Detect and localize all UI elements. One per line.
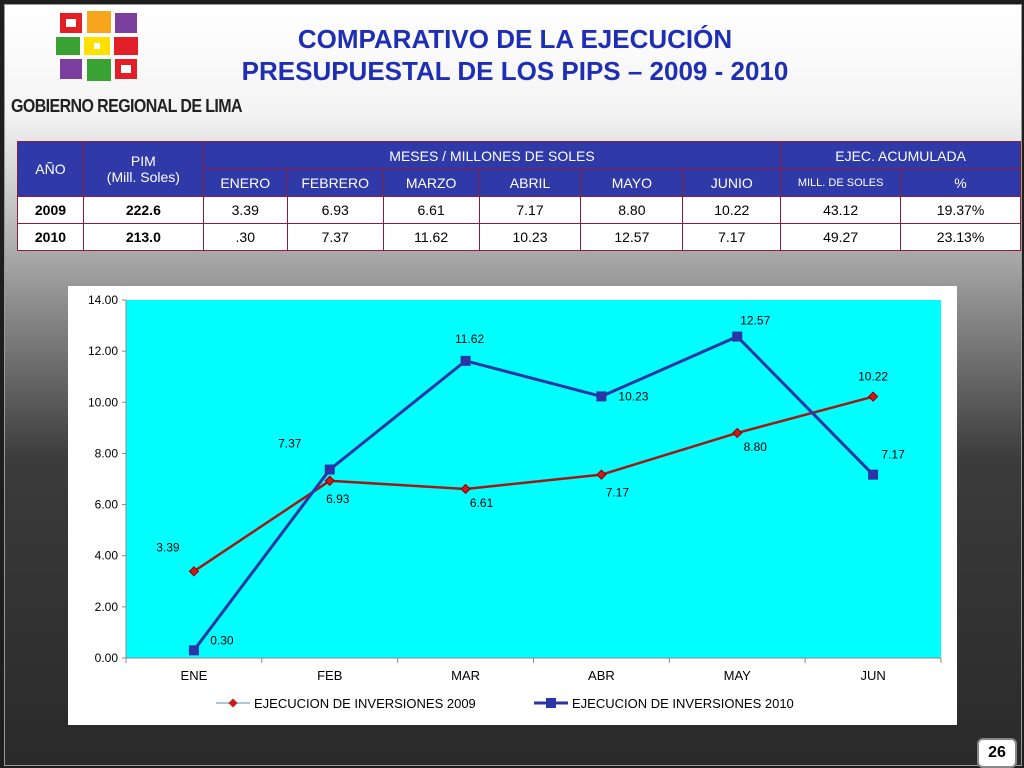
y-tick-label: 0.00 xyxy=(95,651,119,665)
header-pim: PIM (Mill. Soles) xyxy=(82,141,204,197)
y-tick-label: 8.00 xyxy=(95,446,119,460)
data-label: 6.61 xyxy=(470,496,494,510)
cell-month: 12.57 xyxy=(580,223,684,251)
header-month: JUNIO xyxy=(682,169,782,197)
cell-year: 2009 xyxy=(17,196,84,224)
header-month: MAYO xyxy=(580,169,684,197)
header-month: MARZO xyxy=(382,169,480,197)
header-acum-group: EJEC. ACUMULADA xyxy=(780,141,1021,170)
line-chart: 0.00 2.00 4.00 6.00 8.00 10.00 12.00 14.00 ENE FE… xyxy=(88,293,942,711)
data-point-marker xyxy=(732,331,743,342)
cell-month: 11.62 xyxy=(382,223,480,251)
title-line-2: PRESUPUESTAL DE LOS PIPS – 2009 - 2010 xyxy=(241,56,789,86)
table-row: 2010 213.0 .30 7.37 11.62 10.23 12.57 7.… xyxy=(17,223,1021,251)
series-line-2 xyxy=(192,334,875,652)
legend-marker xyxy=(228,698,238,708)
cell-pim: 222.6 xyxy=(82,196,204,224)
series-line-1 xyxy=(193,395,874,573)
y-tick-label: 12.00 xyxy=(88,344,118,358)
cell-pct: 23.13% xyxy=(900,223,1021,251)
cell-pim: 213.0 xyxy=(82,223,204,251)
data-label: 8.80 xyxy=(744,440,768,454)
data-label: 11.62 xyxy=(455,332,484,346)
header-acum-mill: MILL. DE SOLES xyxy=(780,169,902,197)
cell-month: .30 xyxy=(202,223,288,251)
cell-month: 7.17 xyxy=(682,223,782,251)
data-point-marker xyxy=(460,483,471,495)
page-title: COMPARATIVO DE LA EJECUCIÓN PRESUPUESTAL… xyxy=(185,23,845,87)
data-point-marker xyxy=(324,475,335,486)
data-label: 10.23 xyxy=(618,389,648,403)
header-month: FEBRERO xyxy=(286,169,384,197)
x-tick-label: JUN xyxy=(860,668,885,683)
data-point-marker xyxy=(596,391,607,402)
cell-month: 6.61 xyxy=(382,196,480,224)
legend-marker xyxy=(546,698,556,708)
table-row: 2009 222.6 3.39 6.93 6.61 7.17 8.80 10.2… xyxy=(17,196,1021,224)
data-label: 7.17 xyxy=(881,448,905,462)
plot-area xyxy=(126,300,941,658)
cell-month: 7.17 xyxy=(478,196,582,224)
x-tick-label: ABR xyxy=(588,668,615,683)
cell-month: 8.80 xyxy=(580,196,684,224)
legend-label: EJECUCION DE INVERSIONES 2010 xyxy=(572,696,794,711)
data-label: 10.22 xyxy=(858,370,888,384)
budget-table: AÑO PIM (Mill. Soles) MESES / MILLONES D… xyxy=(17,141,1021,251)
data-label: 6.93 xyxy=(326,492,350,506)
data-point-marker xyxy=(596,469,607,480)
header-months-group: MESES / MILLONES DE SOLES xyxy=(202,141,782,170)
header-year: AÑO xyxy=(17,141,84,197)
header-month: ABRIL xyxy=(478,169,582,197)
data-point-marker xyxy=(460,355,471,366)
x-tick-label: FEB xyxy=(317,668,342,683)
data-label: 7.37 xyxy=(278,437,302,451)
title-line-1: COMPARATIVO DE LA EJECUCIÓN xyxy=(297,24,733,54)
cell-acum: 49.27 xyxy=(780,223,902,251)
cell-month: 10.22 xyxy=(682,196,782,224)
data-point-marker xyxy=(188,645,199,656)
cell-year: 2010 xyxy=(17,223,84,251)
y-tick-label: 2.00 xyxy=(95,600,119,614)
gobierno-regional-logo-icon xyxy=(56,11,138,81)
chart-container: 0.00 2.00 4.00 6.00 8.00 10.00 12.00 14.00 ENE FE… xyxy=(68,286,957,725)
logo-text: GOBIERNO REGIONAL DE LIMA xyxy=(11,97,243,117)
cell-acum: 43.12 xyxy=(780,196,902,224)
table-header-row: AÑO PIM (Mill. Soles) MESES / MILLONES D… xyxy=(17,141,1021,197)
data-point-marker xyxy=(324,464,335,475)
header-month: ENERO xyxy=(202,169,288,197)
slide: GOBIERNO REGIONAL DE LIMA COMPARATIVO DE… xyxy=(4,4,1022,768)
cell-month: 6.93 xyxy=(286,196,384,224)
header-pim-line2: (Mill. Soles) xyxy=(106,169,180,185)
y-tick-label: 4.00 xyxy=(95,549,119,563)
cell-pct: 19.37% xyxy=(900,196,1021,224)
y-tick-label: 6.00 xyxy=(95,498,119,512)
cell-month: 10.23 xyxy=(478,223,582,251)
x-tick-label: MAR xyxy=(451,668,480,683)
y-tick-label: 10.00 xyxy=(88,395,118,409)
header-pim-line1: PIM xyxy=(130,153,156,169)
page-number: 26 xyxy=(977,738,1017,768)
legend-label: EJECUCION DE INVERSIONES 2009 xyxy=(254,696,476,711)
y-tick-label: 14.00 xyxy=(88,293,118,307)
header-acum-pct: % xyxy=(900,169,1021,197)
x-tick-label: MAY xyxy=(724,668,752,683)
data-label: 7.17 xyxy=(606,486,630,500)
data-point-marker xyxy=(868,469,879,480)
data-label: 12.57 xyxy=(740,314,770,328)
cell-month: 3.39 xyxy=(202,196,288,224)
data-label: 0.30 xyxy=(210,633,234,647)
x-tick-label: ENE xyxy=(181,668,208,683)
data-point-marker xyxy=(732,427,743,439)
data-point-marker xyxy=(867,391,879,402)
cell-month: 7.37 xyxy=(286,223,384,251)
data-point-marker xyxy=(188,566,200,577)
data-label: 3.39 xyxy=(156,540,180,554)
